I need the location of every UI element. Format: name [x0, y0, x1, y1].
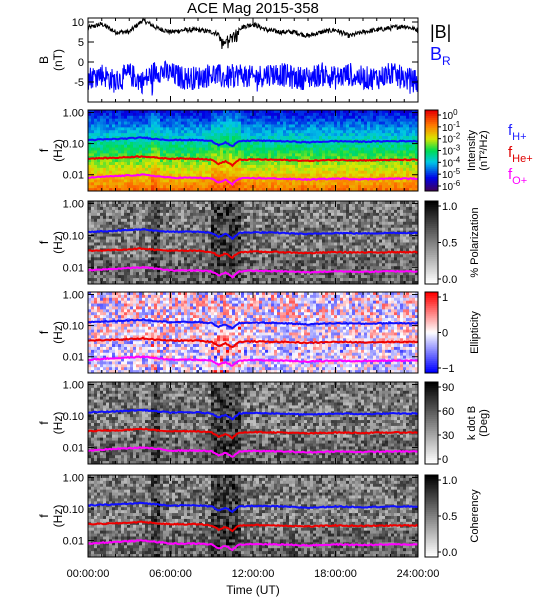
colorbar-label: Intensity(nT²/Hz) [466, 130, 490, 171]
heatmap-panel-5: 1.00 0.10 0.01 f(Hz) [37, 472, 419, 558]
colorbar-tick-label: 10-6 [442, 179, 461, 193]
legend-He+: fHe+ [508, 144, 533, 165]
y-tick-label: 1.00 [63, 199, 84, 211]
gyro-line-fHe [88, 336, 419, 349]
colorbar-tick-label: −1 [442, 363, 455, 375]
colorbar-tick-label: 0.0 [442, 274, 457, 286]
y-axis-label: f(Hz) [37, 231, 65, 254]
colorbar-tick-label: 10-5 [442, 167, 461, 181]
y-tick-label: 1.00 [63, 107, 84, 119]
x-tick-label: 00:00:00 [67, 568, 110, 580]
legend-B-magnitude: |B| [430, 22, 451, 42]
colorbar-label: Coherency [469, 489, 481, 543]
y-tick-label: 0.10 [63, 411, 84, 423]
y-axis-label: f(Hz) [37, 505, 65, 528]
legend-O+: fO+ [508, 166, 527, 187]
colorbar-tick-label: 90 [442, 382, 454, 394]
gyro-line-fH [87, 318, 419, 330]
heatmap-panel-1: 1.00 0.10 0.01 f(Hz) [37, 107, 419, 192]
colorbar-tick-label: 10-3 [442, 144, 461, 158]
y-tick-label: 0.10 [63, 230, 84, 242]
colorbar-tick-label: 10-2 [442, 132, 461, 146]
gyro-line-fH [87, 501, 419, 514]
gyro-line-fO [87, 355, 419, 367]
colorbar-tick-label: 0 [442, 454, 448, 466]
colorbar-frame [424, 381, 439, 465]
colorbar-3: 1 0 −1 Ellipticity [424, 291, 481, 375]
colorbar-tick-label: 10-4 [442, 155, 461, 169]
colorbar-tick-label: 1.0 [442, 201, 457, 213]
gyro-line-fHe [87, 427, 419, 440]
gyro-line-fH [87, 228, 419, 241]
colorbar-tick-label: 0.0 [442, 547, 457, 559]
y-tick-label: 0.10 [63, 504, 84, 516]
y-tick-label: 10 [72, 17, 84, 29]
gyro-line-fH [87, 408, 419, 421]
colorbar-tick-label: 0.5 [442, 511, 457, 523]
gyro-line-fO [87, 265, 419, 279]
gyro-line-fH [87, 136, 419, 148]
colorbar-label: Ellipticity [469, 311, 481, 354]
colorbar-4: 90 60 30 0 k dot B(Deg) [424, 381, 490, 466]
colorbar-tick-label: 1 [442, 292, 448, 304]
panel-frame [87, 17, 419, 103]
y-tick-label: -5 [74, 77, 84, 89]
y-tick-label: 0.10 [63, 321, 84, 333]
colorbar-tick-label: 30 [442, 430, 454, 442]
line-panel-0: 10 5 0 -5 B(nT) |B|BR [37, 17, 451, 103]
colorbar-tick-label: 10-1 [442, 120, 461, 134]
y-tick-label: 0.01 [63, 443, 84, 455]
legend-BR: BR [430, 44, 451, 68]
colorbar-label: % Polarization [469, 207, 481, 277]
y-tick-label: 1.00 [63, 289, 84, 301]
heatmap-panel-4: 1.00 0.10 0.01 f(Hz) [37, 379, 419, 465]
colorbar-tick-label: 0.5 [442, 238, 457, 250]
y-tick-label: 0.01 [63, 170, 84, 182]
y-tick-label: 0.01 [63, 536, 84, 548]
heatmap-panel-3: 1.00 0.10 0.01 f(Hz) [37, 289, 419, 374]
y-tick-label: 0.01 [63, 352, 84, 364]
heatmap-panel-2: 1.00 0.10 0.01 f(Hz) [37, 199, 419, 285]
colorbar-2: 1.0 0.5 0.0 % Polarization [424, 200, 481, 286]
colorbar-tick-label: 100 [442, 108, 458, 122]
legend-H+: fH+ [508, 122, 527, 143]
x-tick-label: 12:00:00 [232, 568, 275, 580]
y-axis-label: f(Hz) [37, 139, 65, 162]
y-tick-label: 0.01 [63, 262, 84, 274]
gyro-line-fO [87, 173, 419, 187]
y-axis-label: B(nT) [37, 49, 65, 71]
gyro-line-fHe [87, 520, 419, 533]
series-BR [87, 60, 419, 96]
y-tick-label: 1.00 [63, 472, 84, 484]
x-tick-label: 18:00:00 [314, 568, 357, 580]
colorbar-5: 1.0 0.5 0.0 Coherency [424, 474, 481, 559]
gyro-line-fHe [87, 155, 419, 168]
gyro-legend: fH+fHe+fO+ [508, 122, 533, 187]
colorbar-label: k dot B(Deg) [466, 406, 490, 440]
y-tick-label: 1.00 [63, 379, 84, 391]
gyro-line-fO [87, 539, 419, 552]
y-axis-label: f(Hz) [37, 412, 65, 435]
x-tick-label: 24:00:00 [397, 568, 440, 580]
x-tick-label: 06:00:00 [149, 568, 192, 580]
gyro-line-fHe [88, 247, 419, 260]
colorbar-tick-label: 0 [442, 328, 448, 340]
colorbar-tick-label: 1.0 [442, 475, 457, 487]
y-axis-label: f(Hz) [37, 321, 65, 344]
gyro-line-fO [87, 446, 419, 458]
x-axis-label: Time (UT) [226, 583, 280, 597]
colorbar-tick-label: 60 [442, 406, 454, 418]
y-tick-label: 0.10 [63, 139, 84, 151]
y-tick-label: 5 [78, 37, 84, 49]
y-tick-label: 0 [78, 57, 84, 69]
chart-title: ACE Mag 2015-358 [187, 0, 319, 17]
